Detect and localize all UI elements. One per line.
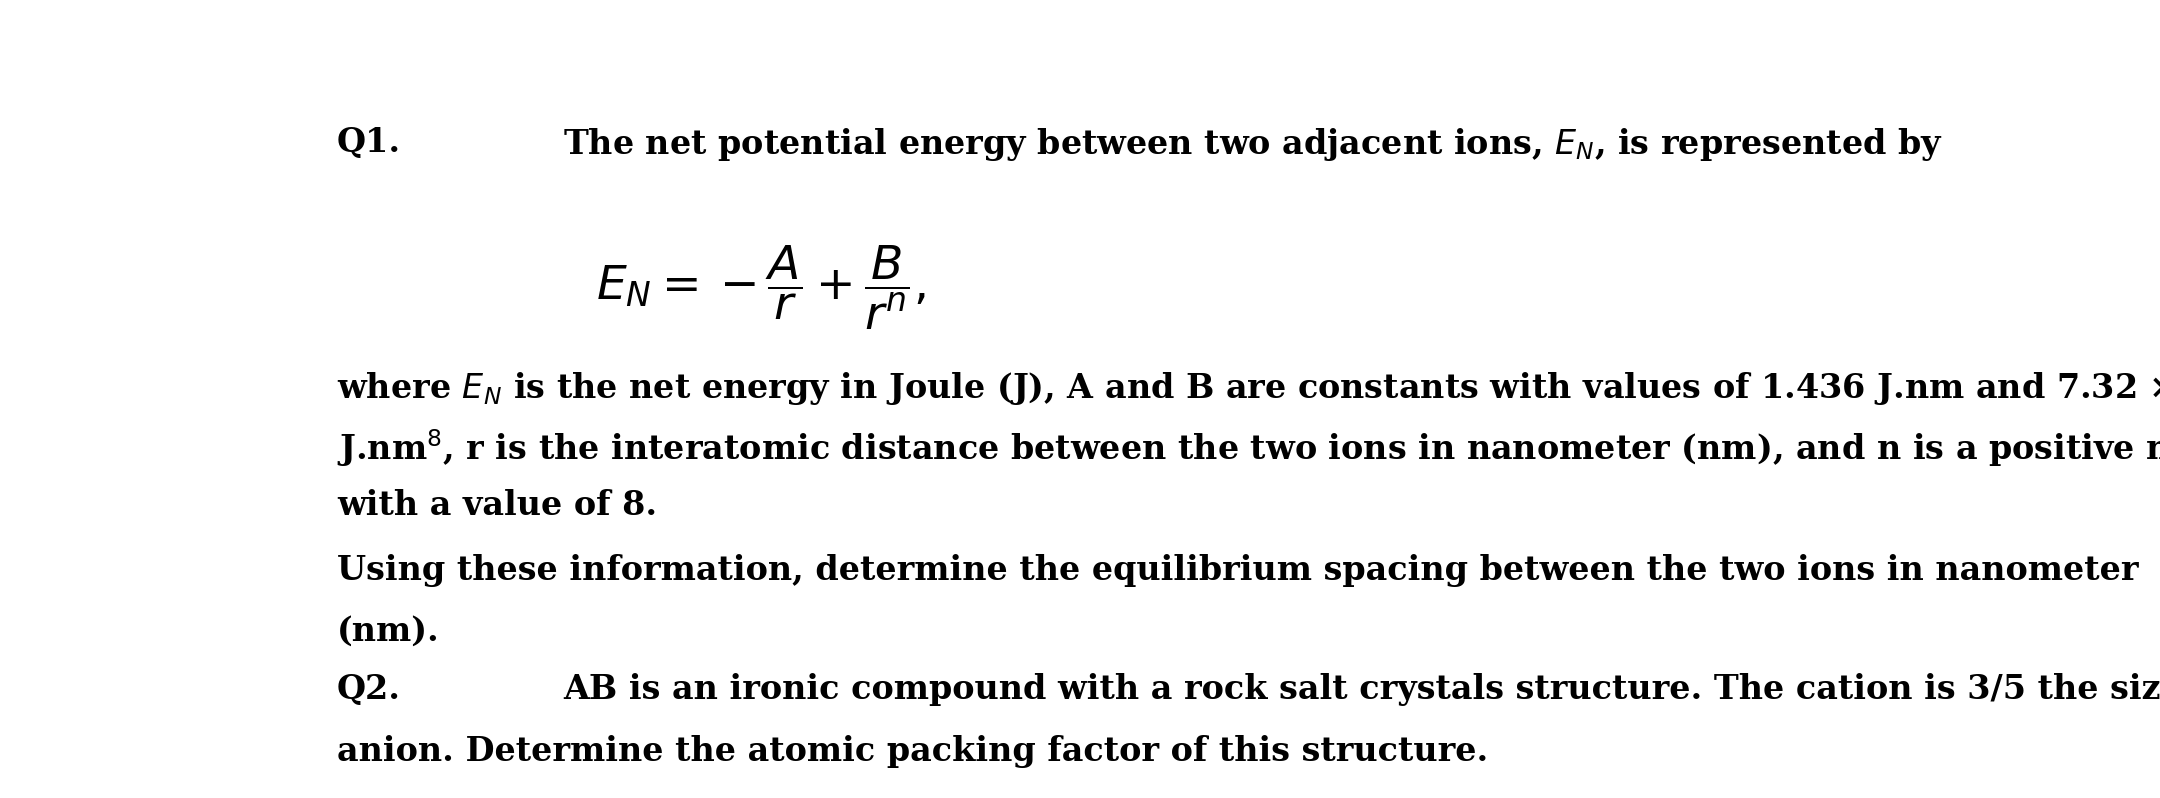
Text: $E_N = -\dfrac{A}{r} + \dfrac{B}{r^n},$: $E_N = -\dfrac{A}{r} + \dfrac{B}{r^n},$: [596, 243, 927, 332]
Text: The net potential energy between two adjacent ions, $E_N$, is represented by: The net potential energy between two adj…: [564, 127, 1942, 164]
Text: where $E_N$ is the net energy in Joule (J), A and B are constants with values of: where $E_N$ is the net energy in Joule (…: [337, 366, 2160, 408]
Text: (nm).: (nm).: [337, 615, 441, 648]
Text: Using these information, determine the equilibrium spacing between the two ions : Using these information, determine the e…: [337, 554, 2138, 587]
Text: anion. Determine the atomic packing factor of this structure.: anion. Determine the atomic packing fact…: [337, 735, 1488, 768]
Text: with a value of 8.: with a value of 8.: [337, 489, 657, 522]
Text: J.nm$^8$, r is the interatomic distance between the two ions in nanometer (nm), : J.nm$^8$, r is the interatomic distance …: [337, 428, 2160, 469]
Text: AB is an ironic compound with a rock salt crystals structure. The cation is 3/5 : AB is an ironic compound with a rock sal…: [564, 674, 2160, 706]
Text: Q2.: Q2.: [337, 674, 402, 706]
Text: Q1.: Q1.: [337, 127, 402, 160]
